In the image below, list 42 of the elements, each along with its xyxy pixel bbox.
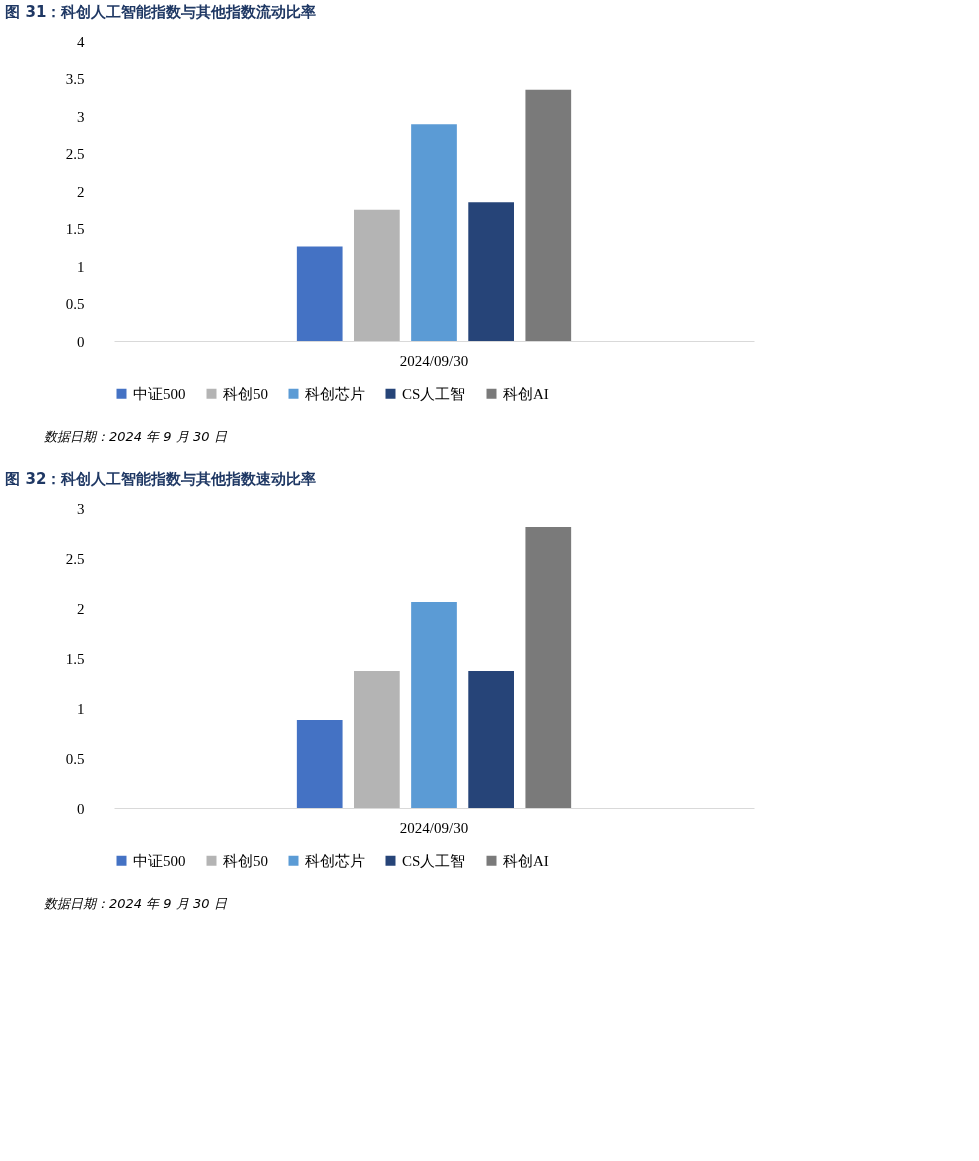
chart-title: 图 31：科创人工智能指数与其他指数流动比率 <box>5 3 317 21</box>
text: 数据日期：2024 年 9 月 30 日 <box>44 429 228 444</box>
bar <box>468 671 514 808</box>
legend-label: 中证500 <box>133 852 186 869</box>
bar <box>296 246 343 341</box>
bar <box>525 527 572 808</box>
legend-label: 科创AI <box>503 852 549 869</box>
bar <box>354 671 400 808</box>
bar <box>296 720 343 808</box>
x-tick-label: 2024/09/30 <box>399 352 469 369</box>
y-tick-label: 0.5 <box>65 296 85 312</box>
chart-title: 图 32：科创人工智能指数与其他指数速动比率 <box>5 470 317 488</box>
legend-label: 科创AI <box>503 385 549 402</box>
y-tick-label: 2.5 <box>65 550 85 567</box>
y-tick-label: 4 <box>77 33 85 50</box>
y-tick-label: 1 <box>77 258 85 275</box>
y-tick-label: 3 <box>77 500 85 517</box>
bar <box>411 602 457 808</box>
y-tick-label: 2 <box>77 600 85 617</box>
y-tick-label: 1.5 <box>65 650 85 667</box>
legend-label: CS人工智 <box>402 385 466 402</box>
legend-label: 科创芯片 <box>305 852 365 869</box>
bar <box>525 89 572 341</box>
legend-label: 科创芯片 <box>305 385 365 402</box>
legend-label: 科创50 <box>223 385 268 402</box>
legend-label: CS人工智 <box>402 852 466 869</box>
legend-label: 科创50 <box>223 852 268 869</box>
y-tick-label: 1.5 <box>65 221 85 237</box>
bar <box>468 202 514 341</box>
y-tick-label: 2 <box>77 183 85 200</box>
text: 数据日期：2024 年 9 月 30 日 <box>44 896 228 911</box>
y-tick-label: 0 <box>77 333 85 350</box>
y-tick-label: 3.5 <box>65 71 85 87</box>
y-tick-label: 2.5 <box>65 146 85 162</box>
y-tick-label: 0.5 <box>65 750 85 767</box>
x-tick-label: 2024/09/30 <box>399 819 469 836</box>
bar <box>354 209 400 341</box>
y-tick-label: 1 <box>77 700 85 717</box>
y-tick-label: 0 <box>77 800 85 817</box>
legend-label: 中证500 <box>133 385 186 402</box>
bar <box>411 124 457 341</box>
y-tick-label: 3 <box>77 108 85 125</box>
